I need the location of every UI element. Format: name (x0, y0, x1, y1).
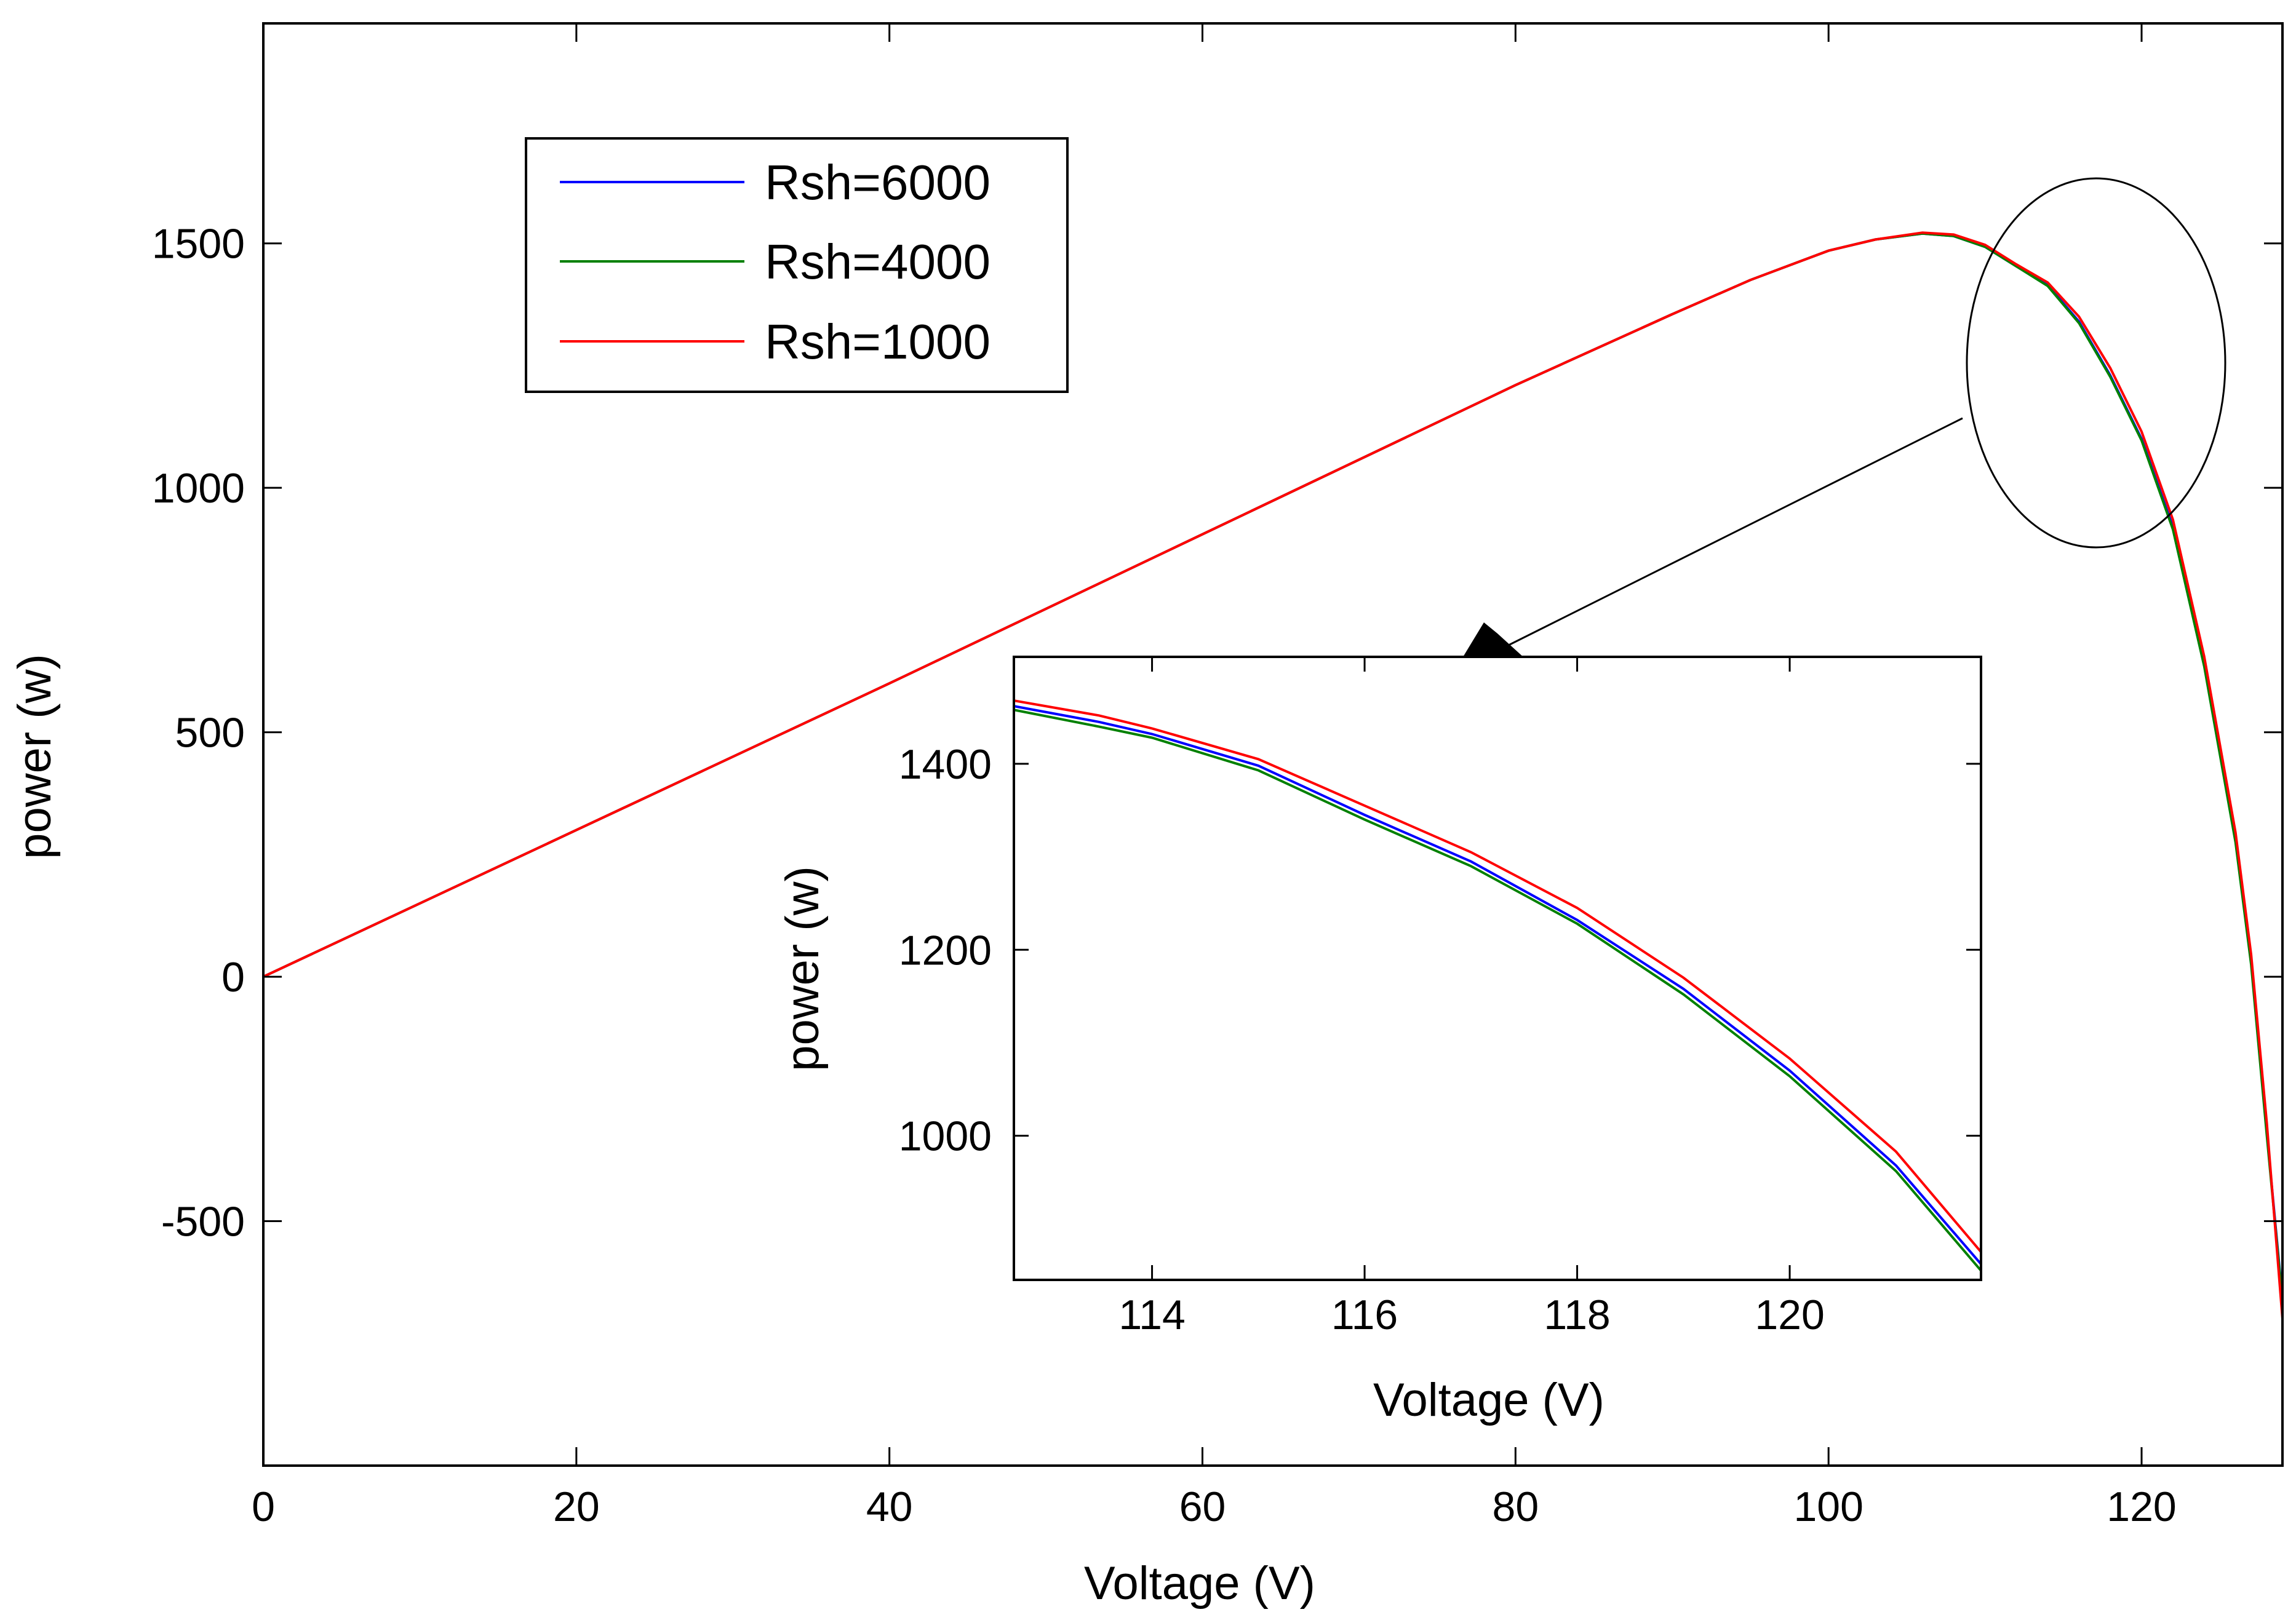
inset-series-line-rsh-4000 (1014, 709, 1981, 1272)
inset-plot-frame (1013, 656, 1982, 1281)
main-series-layer (263, 231, 2282, 1319)
main-ticks (262, 23, 2282, 1466)
inset-x-tick-label: 118 (1544, 1292, 1610, 1338)
inset-y-tick-label: 1200 (899, 927, 992, 974)
main-x-tick-label: 100 (1793, 1483, 1863, 1530)
legend-box (525, 137, 1069, 393)
main-y-tick-label: 0 (221, 954, 245, 1001)
inset-background (1014, 657, 1981, 1280)
main-y-tick-label: 1000 (152, 465, 245, 512)
main-tick-labels: 0 20 40 60 80 100 120 -500 0 500 1000 1500 (152, 221, 2177, 1530)
inset-series-line-rsh-6000 (1014, 705, 1981, 1265)
zoom-arrow-head (1459, 622, 1525, 663)
inset-x-axis-label: Voltage (V) (1373, 1374, 1604, 1426)
main-y-tick-label: 1500 (152, 221, 245, 268)
legend: Rsh=6000 Rsh=4000 Rsh=1000 (525, 137, 1069, 393)
main-plot: 0 20 40 60 80 100 120 -500 0 500 1000 1500 Voltage … (9, 22, 2284, 1610)
inset-series-layer (1014, 699, 1981, 1272)
main-y-tick-label: -500 (161, 1199, 245, 1245)
highlight-ellipse (1966, 177, 2226, 549)
main-x-tick-label: 20 (553, 1483, 600, 1530)
inset-ticks (1014, 657, 1981, 1280)
legend-label-rsh-4000: Rsh=4000 (765, 234, 991, 289)
zoom-arrow-line (1501, 417, 1963, 650)
inset-tick-labels: 114 116 118 120 1000 1200 1400 (899, 741, 1825, 1338)
legend-label-rsh-6000: Rsh=6000 (765, 155, 991, 210)
inset-plot: 114 116 118 120 1000 1200 1400 Voltage (V) pow… (776, 656, 1982, 1426)
inset-series-line-rsh-1000 (1014, 699, 1981, 1253)
main-x-tick-label: 120 (2107, 1483, 2176, 1530)
inset-x-tick-label: 114 (1118, 1292, 1185, 1338)
main-series-line-rsh-1000 (263, 231, 2282, 1319)
main-x-tick-label: 0 (252, 1483, 275, 1530)
inset-y-axis-label: power (w) (776, 866, 829, 1071)
legend-label-rsh-1000: Rsh=1000 (765, 314, 991, 369)
main-plot-frame (262, 22, 2284, 1467)
main-y-axis-label: power (w) (9, 654, 61, 859)
inset-x-tick-label: 120 (1755, 1292, 1824, 1338)
inset-x-tick-label: 116 (1331, 1292, 1398, 1338)
inset-y-tick-label: 1000 (899, 1113, 992, 1160)
main-x-axis-label: Voltage (V) (1084, 1557, 1315, 1610)
inset-y-tick-label: 1400 (899, 741, 992, 788)
main-y-tick-label: 500 (175, 710, 245, 756)
main-x-tick-label: 60 (1179, 1483, 1226, 1530)
main-x-tick-label: 80 (1493, 1483, 1539, 1530)
main-x-tick-label: 40 (866, 1483, 913, 1530)
